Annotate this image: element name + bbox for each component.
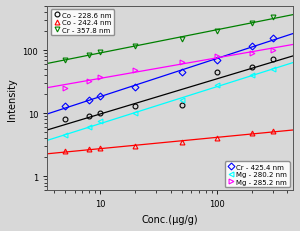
Legend: Cr - 425.4 nm, Mg - 280.2 nm, Mg - 285.2 nm: Cr - 425.4 nm, Mg - 280.2 nm, Mg - 285.2… [225,162,290,187]
Y-axis label: Intensity: Intensity [7,77,17,120]
X-axis label: Conc.(μg/g): Conc.(μg/g) [142,214,199,224]
